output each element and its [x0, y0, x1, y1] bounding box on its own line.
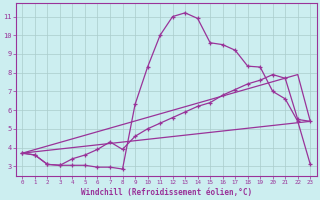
X-axis label: Windchill (Refroidissement éolien,°C): Windchill (Refroidissement éolien,°C) [81, 188, 252, 197]
